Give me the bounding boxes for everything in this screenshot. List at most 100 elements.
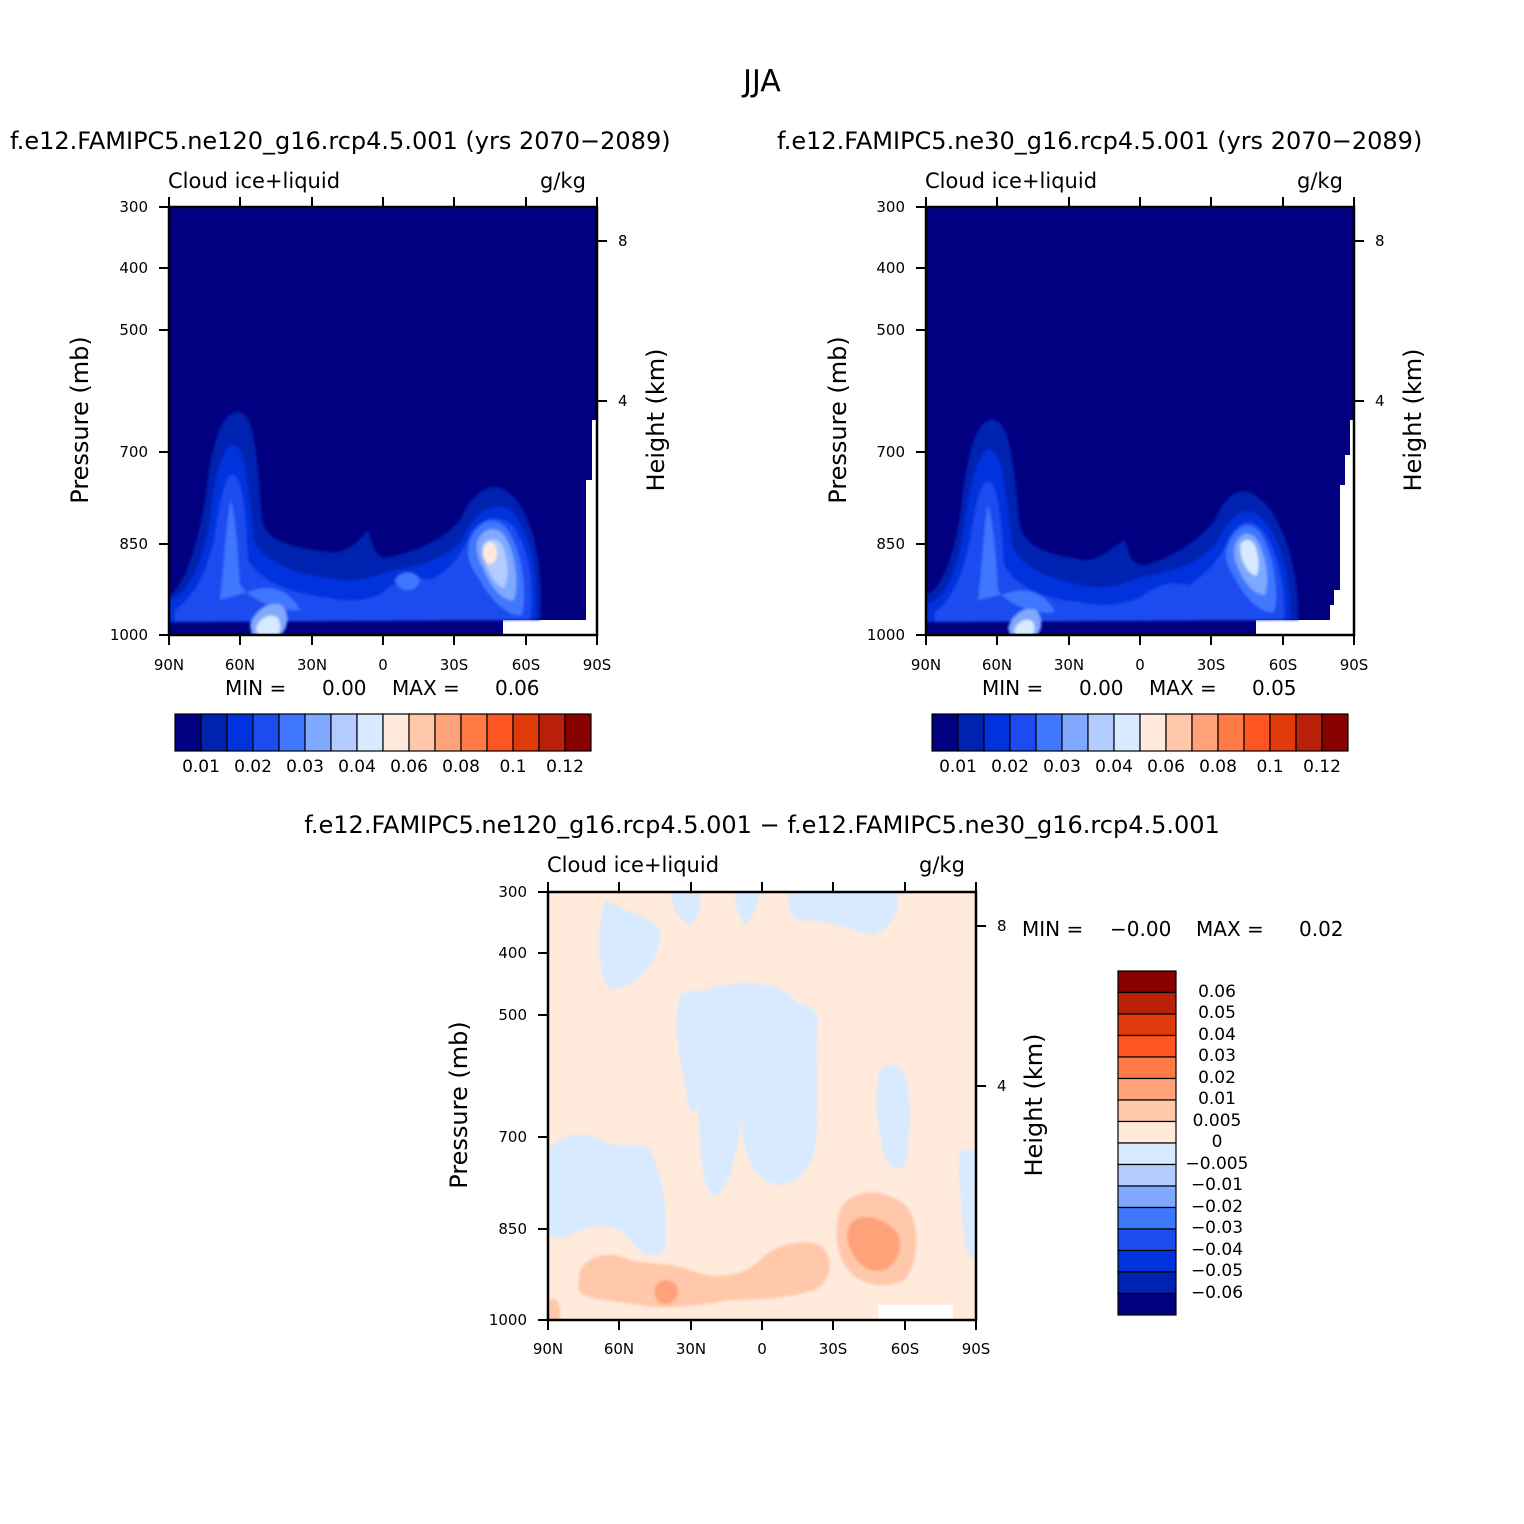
- colorbar-swatch: [1117, 1120, 1177, 1144]
- pressure-tick: 400: [498, 944, 527, 962]
- y-axis-label: Pressure (mb): [445, 1021, 473, 1189]
- lat-tick: 0: [757, 1340, 767, 1358]
- pressure-tick: 700: [876, 443, 905, 461]
- colorbar-swatch: [1165, 713, 1193, 752]
- ticks-diff: [538, 882, 986, 1330]
- lat-tick: 90N: [153, 656, 185, 674]
- colorbar-swatch: [1117, 1034, 1177, 1058]
- lat-tick: 90S: [582, 656, 612, 674]
- max-label: MAX =: [1149, 676, 1217, 700]
- lat-tick: 30S: [818, 1340, 848, 1358]
- colorbar-swatch: [278, 713, 306, 752]
- contour-level-6b: [1014, 619, 1035, 635]
- negative-region: [876, 1064, 910, 1169]
- variable-label: Cloud ice+liquid: [925, 169, 1098, 193]
- y2-axis-label: Height (km): [1020, 1033, 1048, 1177]
- pressure-tick: 1000: [866, 626, 905, 644]
- colorbar-swatch: [1009, 713, 1037, 752]
- contour-level-3: [175, 474, 532, 622]
- lat-tick: 0: [378, 656, 388, 674]
- colorbar-label: 0.02: [1198, 1067, 1236, 1088]
- lat-tick: 60N: [224, 656, 256, 674]
- lat-tick: 0: [1135, 656, 1145, 674]
- height-tick: 4: [1375, 392, 1385, 410]
- colorbar-swatch: [957, 713, 985, 752]
- colorbar-ne30: [931, 713, 1349, 752]
- colorbar-swatch: [408, 713, 436, 752]
- negative-region: [548, 1134, 667, 1256]
- colorbar-swatch: [1117, 1206, 1177, 1230]
- max-label: MAX =: [392, 676, 460, 700]
- colorbar-swatch: [1117, 1271, 1177, 1295]
- colorbar-swatch: [1295, 713, 1323, 752]
- lat-tick: 60N: [981, 656, 1013, 674]
- y2-axis-label: Height (km): [1399, 348, 1427, 492]
- colorbar-swatch: [1117, 1163, 1177, 1187]
- pressure-tick: 700: [119, 443, 148, 461]
- negative-region: [735, 892, 760, 925]
- lat-tick: 30S: [439, 656, 469, 674]
- pressure-tick: 850: [498, 1220, 527, 1238]
- colorbar-swatch: [330, 713, 358, 752]
- colorbar-swatch: [1269, 713, 1297, 752]
- height-tick: 8: [997, 917, 1007, 935]
- colorbar-ne120: [174, 713, 592, 752]
- height-tick: 8: [1375, 232, 1385, 250]
- colorbar-swatch: [174, 713, 202, 752]
- pressure-tick: 500: [119, 321, 148, 339]
- colorbar-label: 0.06: [390, 757, 428, 777]
- colorbar-label: 0.01: [182, 757, 220, 777]
- panel-title-ne120: f.e12.FAMIPC5.ne120_g16.rcp4.5.001 (yrs …: [10, 127, 671, 155]
- colorbar-swatch: [304, 713, 332, 752]
- height-tick: 4: [997, 1077, 1007, 1095]
- colorbar-label: 0.05: [1198, 1003, 1236, 1023]
- colorbar-swatch: [931, 713, 959, 752]
- pressure-tick: 300: [119, 198, 148, 216]
- strong-positive-region: [654, 1280, 679, 1305]
- lat-tick: 30N: [1053, 656, 1085, 674]
- colorbar-label: −0.05: [1190, 1261, 1244, 1281]
- ticks-ne30: [916, 197, 1364, 645]
- colorbar-swatch: [512, 713, 540, 752]
- contour-level-6: [1240, 539, 1259, 576]
- colorbar-swatch: [486, 713, 514, 752]
- pressure-tick: 400: [876, 259, 905, 277]
- colorbar-swatch: [460, 713, 488, 752]
- contour-level-6b: [256, 615, 281, 635]
- colorbar-label: 0.04: [1095, 757, 1133, 777]
- colorbar-label: 0.06: [1198, 981, 1236, 1002]
- y-axis-label: Pressure (mb): [66, 336, 94, 504]
- colorbar-label: 0.06: [1147, 757, 1185, 777]
- positive-region: [578, 1242, 830, 1308]
- colorbar-swatch: [1117, 970, 1177, 994]
- missing-region: [878, 1305, 953, 1320]
- negative-region: [788, 892, 899, 935]
- lat-tick: 30N: [296, 656, 328, 674]
- colorbar-swatch: [538, 713, 566, 752]
- colorbar-label: 0.1: [1256, 757, 1284, 777]
- lat-tick: 90S: [961, 1340, 991, 1358]
- min-label: MIN =: [225, 676, 287, 700]
- max-value: 0.06: [495, 676, 540, 700]
- colorbar-label: 0.03: [286, 757, 324, 777]
- ticks-ne120: [159, 197, 607, 645]
- colorbar-label: 0.01: [939, 757, 977, 777]
- colorbar-swatch: [1087, 713, 1115, 752]
- colorbar-label: −0.005: [1185, 1153, 1249, 1174]
- colorbar-swatch: [1191, 713, 1219, 752]
- colorbar-label: 0: [1211, 1132, 1223, 1152]
- colorbar-swatch: [1035, 713, 1063, 752]
- min-value: 0.00: [1079, 676, 1124, 700]
- lat-tick: 30S: [1196, 656, 1226, 674]
- pressure-tick: 500: [876, 321, 905, 339]
- y-axis-label: Pressure (mb): [824, 336, 852, 504]
- lat-tick: 60N: [603, 1340, 635, 1358]
- colorbar-swatch: [1117, 1249, 1177, 1273]
- colorbar-label: 0.02: [234, 757, 272, 777]
- colorbar-swatch: [1117, 1077, 1177, 1101]
- colorbar-swatch: [564, 713, 592, 752]
- colorbar-label: −0.03: [1190, 1218, 1244, 1238]
- panel-title-diff: f.e12.FAMIPC5.ne120_g16.rcp4.5.001 − f.e…: [304, 811, 1220, 839]
- colorbar-label: 0.03: [1198, 1046, 1236, 1066]
